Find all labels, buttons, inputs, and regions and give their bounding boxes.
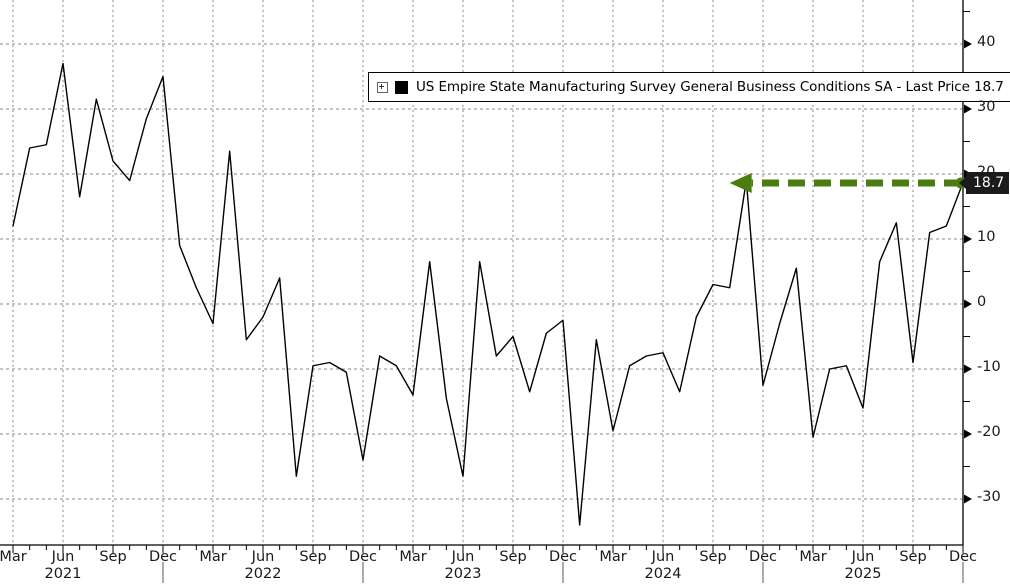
x-axis-month-label: Mar	[399, 549, 427, 565]
chart-axes	[0, 0, 972, 583]
legend-color-swatch	[395, 80, 408, 94]
x-axis-year-label: 2022	[244, 566, 282, 582]
chart-legend[interactable]: US Empire State Manufacturing Survey Gen…	[368, 72, 1010, 102]
y-axis-label: -10	[977, 359, 1001, 375]
x-axis-month-label: Jun	[51, 549, 75, 565]
x-axis-month-label: Jun	[451, 549, 475, 565]
x-axis-month-label: Dec	[748, 549, 778, 565]
x-axis-month-label: Dec	[348, 549, 378, 565]
x-axis-month-label: Sep	[499, 549, 527, 565]
y-axis-label: 0	[977, 294, 987, 310]
y-axis-label: -20	[977, 424, 1001, 440]
expand-plus-icon[interactable]	[377, 81, 388, 93]
x-axis-month-label: Dec	[548, 549, 578, 565]
x-axis-month-label: Dec	[948, 549, 978, 565]
x-axis-month-label: Mar	[599, 549, 627, 565]
y-axis-label: 30	[977, 99, 996, 115]
y-axis-label: 40	[977, 34, 996, 50]
x-axis-year-label: 2023	[444, 566, 482, 582]
last-price-value: 18.7	[973, 175, 1005, 191]
x-axis-month-label: Dec	[148, 549, 178, 565]
last-price-tag: 18.7	[958, 172, 1010, 194]
x-axis-year-label: 2021	[44, 566, 82, 582]
x-axis-year-label: 2024	[644, 566, 682, 582]
x-axis-month-label: Sep	[299, 549, 327, 565]
x-axis-month-label: Jun	[651, 549, 675, 565]
x-axis-month-label: Sep	[899, 549, 927, 565]
x-axis-month-label: Jun	[851, 549, 875, 565]
y-axis-label: 10	[977, 229, 996, 245]
x-axis-month-label: Sep	[99, 549, 127, 565]
green-arrow-annotation	[729, 172, 967, 193]
x-axis-year-label: 2025	[844, 566, 882, 582]
x-axis-month-label: Jun	[251, 549, 275, 565]
y-axis-label: 20	[977, 164, 996, 180]
y-axis-label: -30	[977, 489, 1001, 505]
x-axis-month-label: Mar	[799, 549, 827, 565]
x-axis-month-label: Sep	[699, 549, 727, 565]
x-axis-month-label: Mar	[0, 549, 27, 565]
data-series-line	[12, 62, 964, 526]
legend-series-label: US Empire State Manufacturing Survey Gen…	[416, 79, 1004, 95]
x-axis-month-label: Mar	[199, 549, 227, 565]
